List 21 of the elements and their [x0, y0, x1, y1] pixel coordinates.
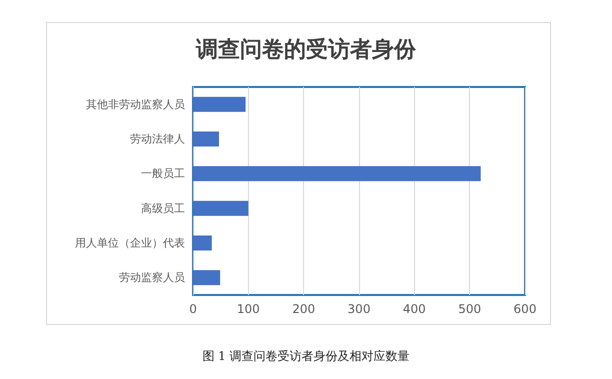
bar — [193, 236, 212, 250]
bar — [193, 200, 248, 216]
x-tick-label: 300 — [348, 302, 370, 316]
bar — [193, 96, 246, 112]
x-tick-label: 0 — [189, 302, 197, 316]
x-tick-label: 600 — [514, 302, 536, 316]
x-tick-label: 100 — [236, 302, 260, 316]
caption: 图 1 调查问卷受访者身份及相对应数量 — [201, 348, 411, 365]
x-tick-label: 500 — [458, 302, 482, 316]
x-tick-label: 200 — [292, 302, 316, 316]
chart-title: 调查问卷的受访者身份 — [195, 36, 417, 62]
y-tick-label: 劳动法律人 — [130, 132, 185, 146]
y-tick-label: 用人单位（企业）代表 — [75, 236, 185, 250]
y-tick-label: 劳动监察人员 — [119, 271, 185, 284]
x-tick-label: 400 — [402, 302, 426, 316]
y-tick-label: 高级员工 — [141, 202, 185, 215]
y-tick-label: 其他非劳动监察人员 — [86, 98, 185, 111]
bar — [193, 270, 220, 286]
y-tick-label: 一般员工 — [141, 167, 185, 180]
bar — [193, 132, 220, 146]
bar — [193, 166, 481, 182]
